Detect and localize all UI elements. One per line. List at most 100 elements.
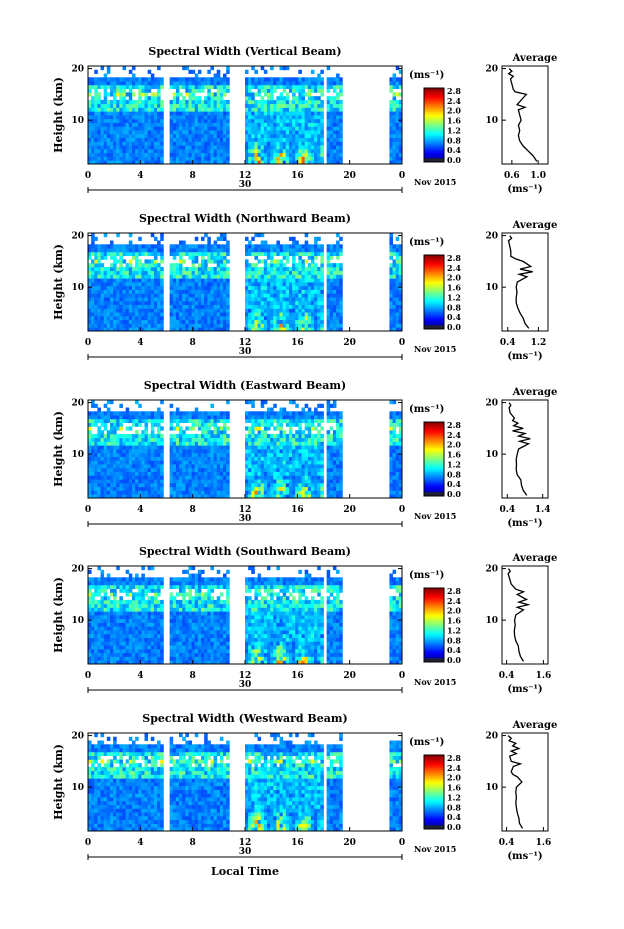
heatmap-cell — [122, 160, 127, 165]
heatmap-cell — [213, 73, 218, 78]
heatmap-cell — [336, 126, 340, 131]
heatmap-cell — [285, 96, 290, 101]
heatmap-cell — [172, 278, 177, 283]
heatmap-cell — [260, 240, 265, 245]
heatmap-cell — [392, 92, 397, 97]
heatmap-cell — [106, 293, 111, 298]
heatmap-cell — [389, 297, 393, 302]
heatmap-cell — [150, 77, 155, 82]
heatmap-cell — [320, 133, 324, 139]
heatmap-cell — [113, 482, 117, 488]
heatmap-cell — [320, 274, 324, 279]
heatmap-cell — [197, 441, 202, 446]
heatmap-cell — [213, 115, 218, 120]
heatmap-cell — [141, 156, 145, 161]
heatmap-cell — [282, 126, 287, 131]
heatmap-cell — [204, 270, 208, 275]
colorbar-tick-label: 0.4 — [447, 312, 461, 322]
heatmap-cell — [210, 141, 214, 146]
heatmap-cell — [245, 441, 249, 446]
heatmap-cell — [147, 259, 152, 264]
heatmap-cell — [191, 308, 196, 313]
heatmap-cell — [260, 400, 265, 405]
heatmap-cell — [273, 467, 277, 473]
heatmap-cell — [160, 467, 164, 473]
heatmap-cell — [288, 141, 293, 146]
heatmap-cell — [210, 111, 214, 116]
heatmap-cell — [273, 426, 277, 431]
heatmap-cell — [119, 315, 123, 321]
heatmap-cell — [276, 479, 280, 484]
heatmap-cell — [210, 467, 214, 473]
heatmap-cell — [188, 464, 193, 469]
heatmap-cell — [204, 133, 208, 139]
heatmap-cell — [213, 327, 218, 332]
heatmap-cell — [260, 107, 265, 112]
heatmap-cell — [125, 285, 130, 290]
heatmap-cell — [339, 88, 343, 93]
heatmap-cell — [392, 282, 397, 287]
heatmap-cell — [226, 300, 230, 306]
heatmap-cell — [204, 315, 208, 321]
heatmap-cell — [210, 479, 214, 484]
heatmap-cell — [125, 248, 130, 253]
heatmap-cell — [263, 248, 268, 253]
heatmap-cell — [207, 69, 211, 74]
heatmap-cell — [392, 319, 397, 324]
heatmap-cell — [326, 81, 331, 86]
heatmap-cell — [128, 494, 133, 499]
heatmap-cell — [257, 494, 262, 499]
heatmap-cell — [169, 84, 174, 90]
heatmap-cell — [270, 81, 274, 86]
heatmap-cell — [179, 259, 183, 264]
heatmap-cell — [191, 418, 196, 424]
heatmap-cell — [270, 460, 274, 465]
heatmap-cell — [119, 115, 123, 120]
heatmap-cell — [223, 263, 227, 268]
heatmap-cell — [88, 464, 92, 469]
heatmap-cell — [395, 111, 400, 116]
heatmap-cell — [94, 236, 98, 241]
heatmap-cell — [266, 486, 271, 491]
heatmap-cell — [204, 115, 208, 120]
heatmap-cell — [260, 118, 265, 123]
heatmap-cell — [317, 99, 321, 105]
heatmap-cell — [153, 312, 158, 317]
heatmap-cell — [254, 137, 258, 142]
heatmap-cell — [144, 471, 149, 476]
heatmap-cell — [326, 115, 331, 120]
heatmap-cell — [392, 148, 397, 154]
heatmap-cell — [172, 137, 177, 142]
heatmap-cell — [113, 300, 117, 306]
heatmap-cell — [257, 148, 262, 154]
heatmap-cell — [100, 122, 105, 127]
heatmap-cell — [91, 415, 95, 420]
heatmap-cell — [97, 494, 101, 499]
heatmap-cell — [263, 88, 268, 93]
heatmap-cell — [135, 415, 139, 420]
heatmap-cell — [103, 156, 108, 161]
heatmap-cell — [141, 145, 145, 150]
heatmap-cell — [301, 130, 306, 135]
heatmap-cell — [169, 445, 174, 450]
heatmap-cell — [201, 460, 205, 465]
heatmap-cell — [97, 107, 101, 112]
heatmap-cell — [188, 103, 193, 108]
heatmap-cell — [182, 77, 186, 82]
heatmap-cell — [292, 156, 296, 161]
heatmap-cell — [197, 148, 202, 154]
heatmap-cell — [191, 69, 196, 74]
heatmap-cell — [106, 274, 111, 279]
heatmap-cell — [135, 437, 139, 442]
heatmap-cell — [219, 133, 224, 139]
heatmap-cell — [157, 130, 161, 135]
heatmap-cell — [276, 415, 280, 420]
heatmap-cell — [201, 133, 205, 139]
day-label: 30 — [239, 347, 252, 357]
heatmap-cell — [119, 479, 123, 484]
heatmap-cell — [204, 319, 208, 324]
heatmap-cell — [191, 248, 196, 253]
heatmap-cell — [172, 160, 177, 165]
heatmap-cell — [185, 156, 189, 161]
heatmap-cell — [266, 449, 271, 454]
